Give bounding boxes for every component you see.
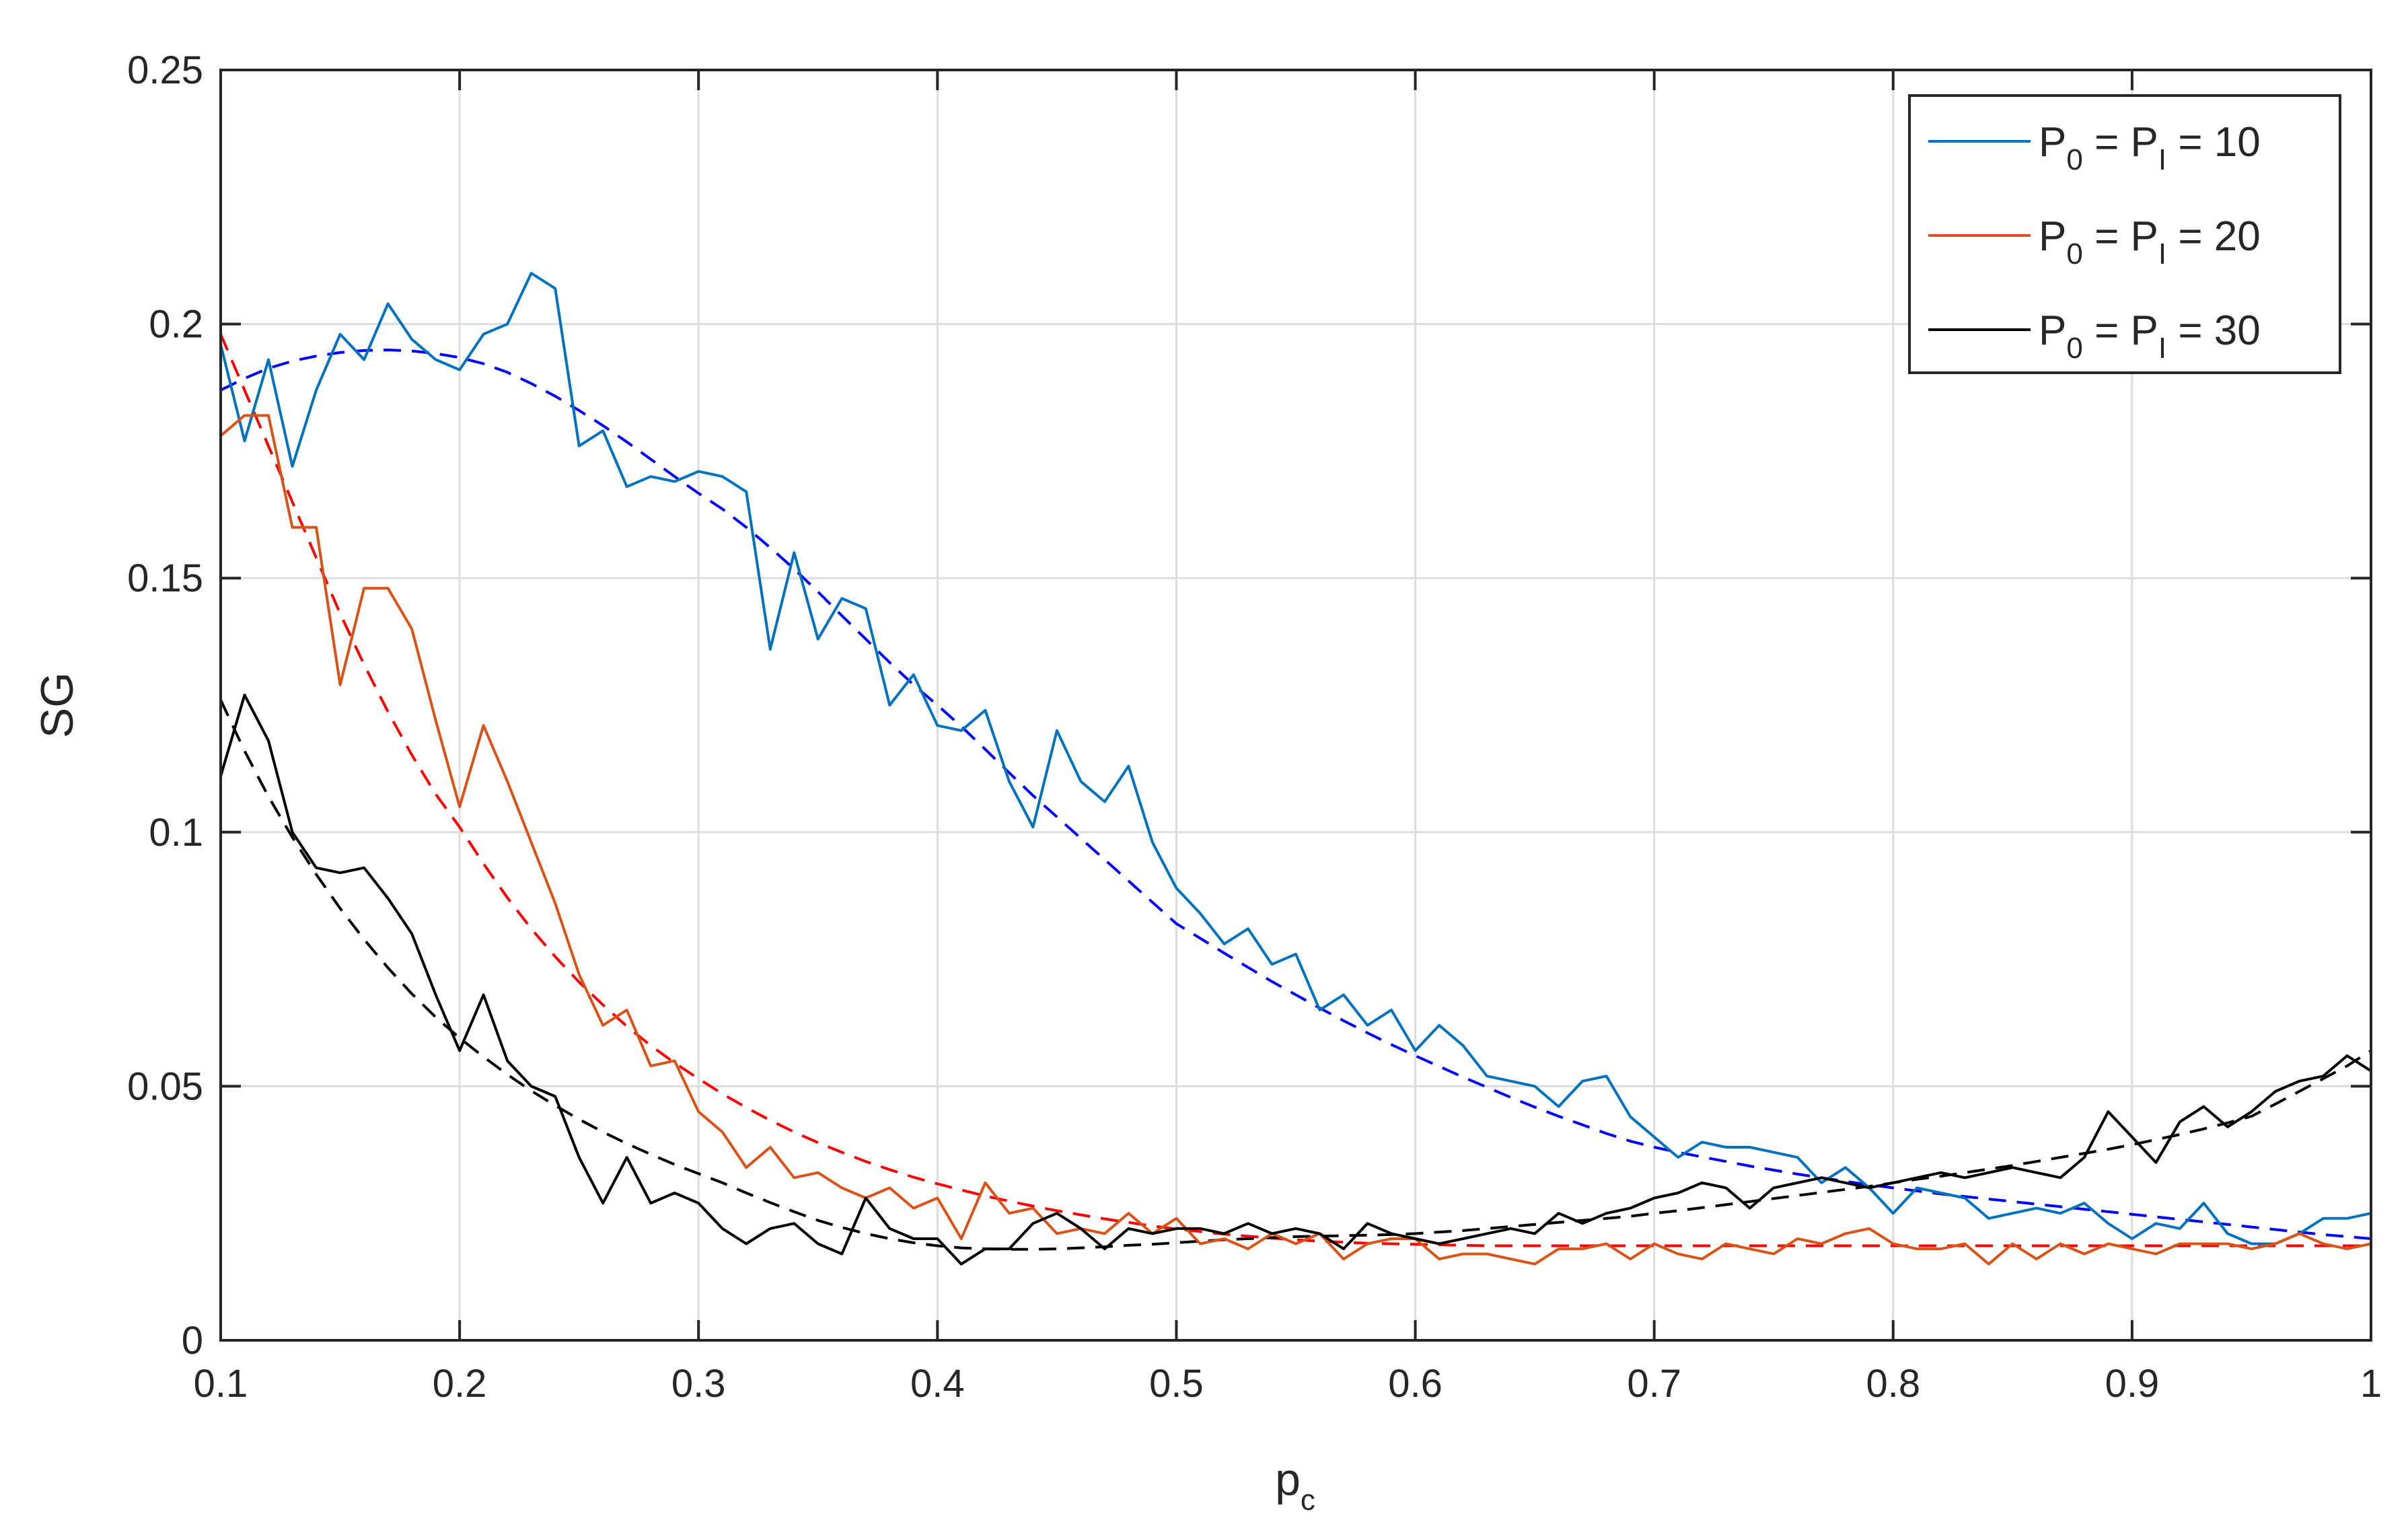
axes-frame bbox=[219, 69, 2372, 1342]
series-line-0 bbox=[219, 272, 2372, 1245]
y-tick-label: 0.15 bbox=[127, 556, 203, 600]
ticks: 0.1 0.2 0.3 0.4 0.5 0.6 0.7 0.8 0.9 1 0 0.05 0.1 0.15… bbox=[127, 48, 2382, 1406]
y-tick-label: 0.2 bbox=[149, 303, 203, 347]
y-tick-label: 0.05 bbox=[127, 1064, 203, 1108]
legend: P0 = PI = 10 P0 = PI = 20 P0 = PI = 30 bbox=[1908, 94, 2341, 374]
y-axis-label: SG bbox=[32, 672, 83, 738]
fit-line-3 bbox=[220, 349, 2372, 1240]
x-tick-label: 0.7 bbox=[1627, 1362, 1681, 1406]
series-layer bbox=[219, 272, 2372, 1266]
x-tick-label: 0.1 bbox=[194, 1362, 248, 1406]
x-tick-label: 0.5 bbox=[1149, 1362, 1204, 1406]
legend-label: P0 = PI = 10 bbox=[2039, 119, 2261, 176]
x-tick-label: 0.6 bbox=[1388, 1362, 1443, 1406]
x-tick-label: 1 bbox=[2360, 1362, 2382, 1406]
legend-label: P0 = PI = 20 bbox=[2039, 213, 2261, 270]
x-axis-label: pc bbox=[1275, 1454, 1315, 1517]
fit-line-5 bbox=[219, 699, 2372, 1251]
x-tick-label: 0.2 bbox=[433, 1362, 487, 1406]
x-tick-label: 0.9 bbox=[2105, 1362, 2160, 1406]
y-tick-label: 0 bbox=[182, 1319, 203, 1363]
series-line-1 bbox=[219, 414, 2372, 1266]
y-tick-label: 0.25 bbox=[127, 48, 203, 92]
x-tick-label: 0.4 bbox=[910, 1362, 965, 1406]
series-line-2 bbox=[219, 693, 2372, 1266]
x-tick-label: 0.8 bbox=[1866, 1362, 1920, 1406]
y-tick-label: 0.1 bbox=[149, 811, 203, 855]
legend-label: P0 = PI = 30 bbox=[2039, 307, 2261, 365]
x-tick-label: 0.3 bbox=[671, 1362, 726, 1406]
fit-line-4 bbox=[219, 333, 2371, 1247]
